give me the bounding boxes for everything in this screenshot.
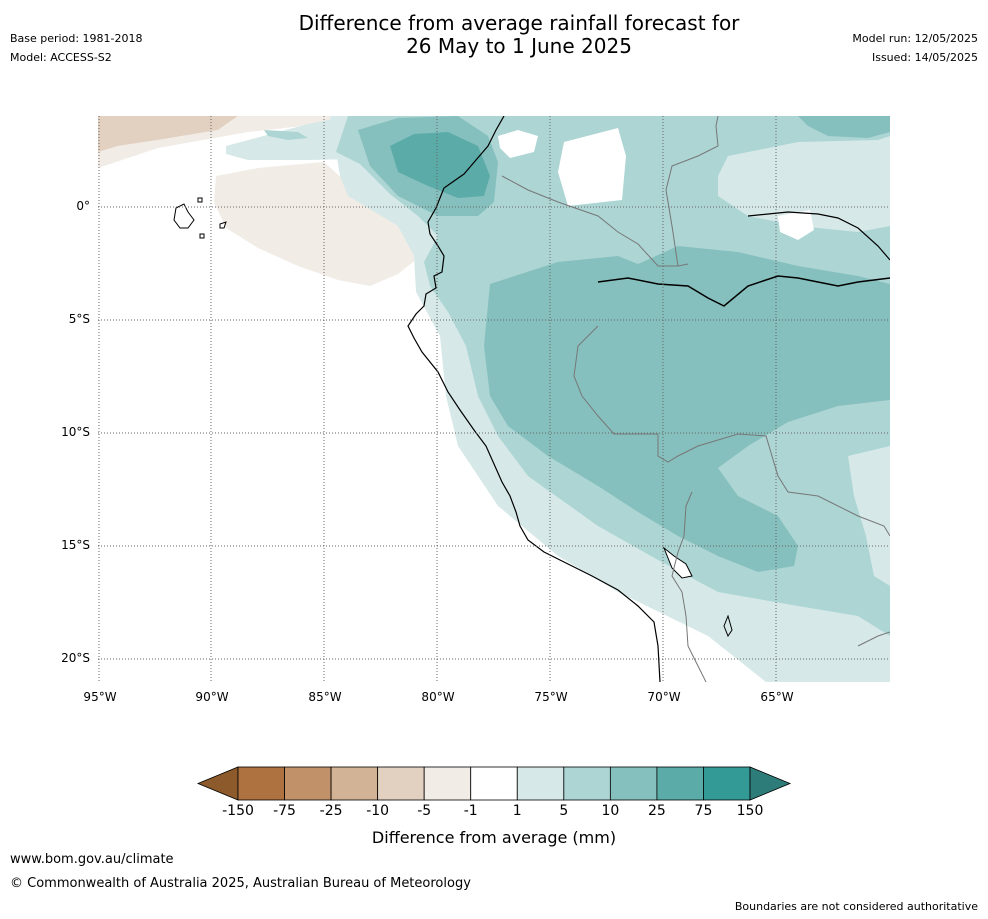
anomaly-slight-dry-ocean xyxy=(214,162,418,286)
issued-date-text: Issued: 14/05/2025 xyxy=(871,51,978,64)
legend-tick-label: 5 xyxy=(559,803,569,819)
lon-label-65w: 65°W xyxy=(760,690,794,704)
legend-title: Difference from average (mm) xyxy=(371,828,617,847)
amazon-river xyxy=(597,275,890,307)
model-name-text: Model: ACCESS-S2 xyxy=(10,51,112,64)
model-run-text: Model run: 12/05/2025 xyxy=(852,32,978,45)
legend-tick-label: 75 xyxy=(694,803,713,819)
map-title: Difference from average rainfall forecas… xyxy=(244,12,794,58)
legend-extend-high xyxy=(749,766,792,801)
legend-swatch xyxy=(563,766,611,801)
legend-tick-label: 25 xyxy=(647,803,666,819)
legend-swatch xyxy=(237,766,285,801)
lon-label-95w: 95°W xyxy=(83,690,117,704)
anomaly-wet-10-25-central xyxy=(484,246,890,572)
anomaly-neutral-patch-2 xyxy=(498,130,538,158)
border-southeast xyxy=(857,631,890,647)
lake-poopo xyxy=(723,614,733,638)
lon-label-75w: 75°W xyxy=(534,690,568,704)
legend-swatch xyxy=(423,766,472,801)
galapagos-island-large xyxy=(173,203,195,229)
disclaimer-text: Boundaries are not considered authoritat… xyxy=(734,900,978,913)
anomaly-dry-top-left xyxy=(98,116,238,152)
title-line-1: Difference from average rainfall forecas… xyxy=(298,11,740,35)
coastline-west xyxy=(407,116,661,682)
anomaly-neutral-patch xyxy=(558,128,626,206)
legend-tick-label: -1 xyxy=(463,803,478,819)
anomaly-wet-1-5-southeast xyxy=(848,446,890,586)
anomaly-wet-10-25-northeast xyxy=(798,116,890,138)
legend-swatch xyxy=(656,766,704,801)
legend-tick-label: 150 xyxy=(736,803,764,819)
rio-negro xyxy=(747,211,890,261)
legend-swatch xyxy=(516,766,565,801)
graticule xyxy=(98,116,890,682)
legend-tick-label: -25 xyxy=(319,803,343,819)
legend-tick-label: 1 xyxy=(512,803,522,819)
legend-tick-label: -150 xyxy=(222,803,254,819)
title-line-2: 26 May to 1 June 2025 xyxy=(406,34,632,58)
border-bolivia-chile xyxy=(671,491,707,682)
legend-tick-label: -75 xyxy=(273,803,296,819)
map-canvas xyxy=(98,116,890,682)
anomaly-wet-25-75 xyxy=(390,132,490,198)
lat-label-15s: 15°S xyxy=(61,538,90,552)
lat-label-10s: 10°S xyxy=(61,425,90,439)
legend-swatch xyxy=(330,766,379,801)
copyright-text: © Commonwealth of Australia 2025, Austra… xyxy=(10,876,471,891)
legend-tick-label: -10 xyxy=(366,803,390,819)
galapagos-island-small-1 xyxy=(197,197,203,203)
legend-swatch xyxy=(284,766,332,801)
lon-label-90w: 90°W xyxy=(195,690,229,704)
website-link[interactable]: www.bom.gov.au/climate xyxy=(10,852,174,867)
anomaly-neutral-patch-3 xyxy=(778,210,814,240)
lon-label-80w: 80°W xyxy=(421,690,455,704)
lon-label-85w: 85°W xyxy=(308,690,342,704)
legend-tick-label: 10 xyxy=(601,803,620,819)
galapagos-island-small-3 xyxy=(199,233,205,239)
galapagos-island-small-2 xyxy=(219,221,227,229)
lat-label-0: 0° xyxy=(76,199,90,213)
lake-titicaca xyxy=(662,546,693,579)
border-ecuador-colombia-peru xyxy=(501,175,689,267)
legend-extend-low xyxy=(196,766,239,801)
legend-swatch xyxy=(609,766,658,801)
base-period-text: Base period: 1981-2018 xyxy=(10,32,143,45)
lon-label-70w: 70°W xyxy=(647,690,681,704)
legend-swatch xyxy=(377,766,425,801)
lat-label-20s: 20°S xyxy=(61,651,90,665)
anomaly-slight-dry-band xyxy=(98,116,338,168)
anomaly-wet-1-5-northeast xyxy=(718,136,890,232)
legend-tick-label: -5 xyxy=(417,803,432,819)
lat-label-5s: 5°S xyxy=(68,312,90,326)
anomaly-wet-5-10-small xyxy=(264,130,308,140)
rainfall-map xyxy=(98,116,890,682)
border-peru-brazil-bolivia xyxy=(573,325,890,537)
legend-swatch xyxy=(470,766,518,801)
legend-swatch xyxy=(703,766,751,801)
border-colombia-venezuela-brazil xyxy=(665,116,719,267)
